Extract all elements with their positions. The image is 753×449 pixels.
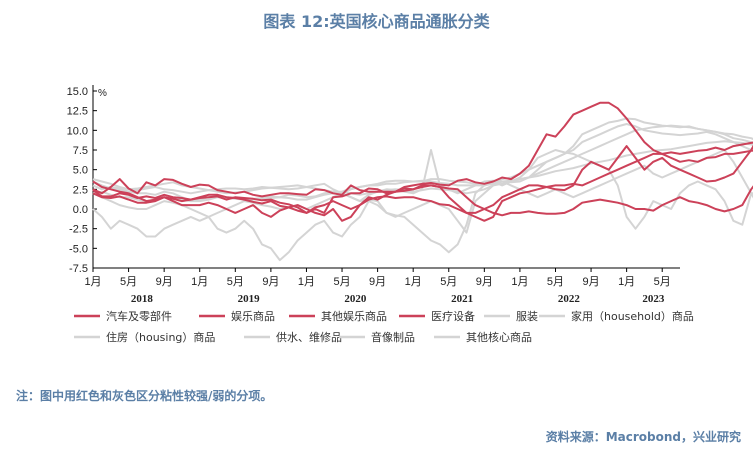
- series-line: [92, 140, 753, 203]
- x-tick-label: 9月: [582, 276, 599, 288]
- x-tick-label: 9月: [476, 276, 493, 288]
- y-tick-label: -2.5: [69, 224, 88, 236]
- year-label: 2022: [558, 293, 581, 305]
- series-line: [92, 149, 753, 234]
- x-tick-label: 5月: [227, 276, 244, 288]
- x-tick-label: 1月: [405, 276, 422, 288]
- x-tick-label: 5月: [654, 276, 671, 288]
- x-tick-label: 5月: [120, 276, 137, 288]
- year-label: 2019: [238, 293, 261, 305]
- series-line: [92, 144, 753, 214]
- x-tick-label: 5月: [440, 276, 457, 288]
- x-tick-label: 5月: [333, 276, 350, 288]
- year-label: 2020: [344, 293, 367, 305]
- y-tick-label: 2.5: [73, 184, 88, 196]
- x-tick-label: 1月: [618, 276, 635, 288]
- year-label: 2021: [451, 293, 473, 305]
- y-tick-label: 12.5: [67, 106, 88, 118]
- legend-label: 医疗设备: [431, 309, 475, 323]
- x-tick-label: 1月: [84, 276, 101, 288]
- y-unit-label: %: [98, 88, 107, 99]
- x-tick-label: 9月: [262, 276, 279, 288]
- series-line: [92, 101, 753, 198]
- series-line: [92, 124, 753, 195]
- legend-label: 娱乐商品: [231, 309, 275, 323]
- chart-title: 图表 12:英国核心商品通胀分类: [263, 12, 490, 31]
- legend-label: 汽车及零部件: [106, 309, 172, 323]
- chart-note: 注：图中用红色和灰色区分粘性较强/弱的分项。: [16, 389, 273, 403]
- legend-label: 供水、维修品: [276, 330, 342, 344]
- y-tick-label: -7.5: [69, 263, 88, 275]
- x-tick-label: 1月: [511, 276, 528, 288]
- y-tick-label: 10.0: [67, 125, 88, 137]
- y-tick-label: 5.0: [73, 165, 88, 177]
- legend-label: 音像制品: [371, 330, 415, 344]
- y-tick-label: 7.5: [73, 145, 88, 157]
- legend-label: 住房（housing）商品: [106, 330, 215, 344]
- y-tick-label: 0.0: [73, 204, 88, 216]
- legend-label: 家用（household）商品: [571, 309, 694, 323]
- y-tick-label: 15.0: [67, 86, 88, 98]
- x-tick-label: 1月: [298, 276, 315, 288]
- series-line: [92, 123, 753, 203]
- x-tick-label: 9月: [156, 276, 173, 288]
- legend-label: 服装: [516, 310, 538, 323]
- x-tick-label: 9月: [369, 276, 386, 288]
- series-line: [92, 180, 753, 222]
- chart-source: 资料来源：Macrobond，兴业研究: [545, 430, 741, 444]
- year-label: 2023: [642, 293, 665, 305]
- legend-label: 其他核心商品: [466, 330, 532, 344]
- x-tick-label: 1月: [191, 276, 208, 288]
- x-tick-label: 5月: [547, 276, 564, 288]
- y-tick-label: -5.0: [69, 243, 88, 255]
- year-label: 2018: [131, 293, 154, 305]
- legend-label: 其他娱乐商品: [321, 309, 387, 323]
